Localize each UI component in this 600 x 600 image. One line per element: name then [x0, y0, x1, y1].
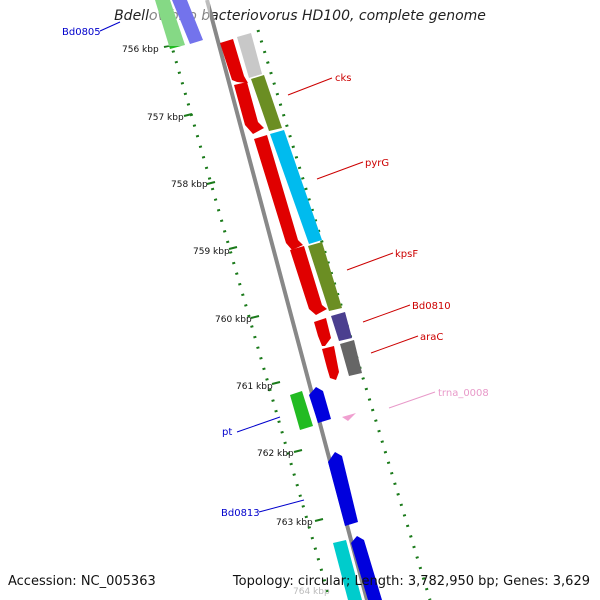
forward-tick-track	[168, 39, 332, 600]
gene-label-trna[interactable]: trna_0008	[438, 388, 489, 399]
tick-label: 761 kbp	[236, 382, 273, 392]
gene-arrow[interactable]	[254, 135, 303, 250]
gene-label-pyrg[interactable]: pyrG	[365, 158, 389, 169]
gene-label-bd0813[interactable]: Bd0813	[221, 508, 260, 519]
edge-genes	[150, 0, 382, 600]
gene-arrow[interactable]	[331, 312, 352, 341]
gene-arrow[interactable]	[172, 0, 203, 44]
label-backdrop	[150, 0, 210, 46]
gene-label-pt[interactable]: pt	[222, 427, 232, 438]
trna-marker[interactable]	[342, 413, 356, 421]
gene-arrow[interactable]	[333, 540, 362, 600]
gene-label-bd0810[interactable]: Bd0810	[412, 301, 451, 312]
gene-arrow[interactable]	[322, 346, 339, 380]
gene-arrow[interactable]	[290, 391, 313, 430]
tick-labels: 756 kbp 757 kbp 758 kbp 759 kbp 760 kbp …	[122, 45, 330, 597]
tick-label: 762 kbp	[257, 449, 294, 459]
tick-label: 760 kbp	[215, 315, 252, 325]
tick-label: 758 kbp	[171, 180, 208, 190]
gene-label-kpsf[interactable]: kpsF	[395, 249, 418, 260]
tick-label: 764 kbp	[293, 587, 330, 597]
tick-label: 763 kbp	[276, 518, 313, 528]
gene-arrow[interactable]	[155, 0, 185, 49]
gene-label-cks[interactable]: cks	[335, 73, 352, 84]
map-title: Bdellovibrio bacteriovorus HD100, comple…	[114, 8, 486, 24]
tick-label: 756 kbp	[122, 45, 159, 55]
major-ticks	[163, 44, 324, 522]
gene-arrow[interactable]	[340, 340, 362, 376]
reverse-genes	[220, 39, 339, 380]
gene-arrow[interactable]	[290, 246, 327, 315]
gene-arrow[interactable]	[309, 387, 331, 423]
gene-arrow[interactable]	[251, 75, 282, 131]
forward-genes	[237, 33, 362, 421]
topology-text: Topology: circular; Length: 3,782,950 bp…	[232, 574, 590, 589]
gene-arrow[interactable]	[328, 452, 358, 526]
gene-label-arac[interactable]: araC	[420, 332, 443, 343]
gene-arrow[interactable]	[351, 536, 382, 600]
gene-arrow[interactable]	[308, 242, 342, 311]
gene-arrow[interactable]	[237, 33, 262, 78]
tick-label: 757 kbp	[147, 113, 184, 123]
tick-label: 759 kbp	[193, 247, 230, 257]
accession-text: Accession: NC_005363	[8, 574, 156, 589]
leader-lines	[99, 21, 436, 513]
gene-arrow[interactable]	[220, 39, 248, 83]
gene-arrow[interactable]	[314, 318, 331, 346]
gene-label-group: Bd0805 cks pyrG kpsF Bd0810 araC trna_00…	[62, 27, 489, 519]
gene-arrow[interactable]	[270, 130, 322, 244]
gene-arrow[interactable]	[234, 82, 264, 134]
gene-label-bd0805[interactable]: Bd0805	[62, 27, 101, 38]
